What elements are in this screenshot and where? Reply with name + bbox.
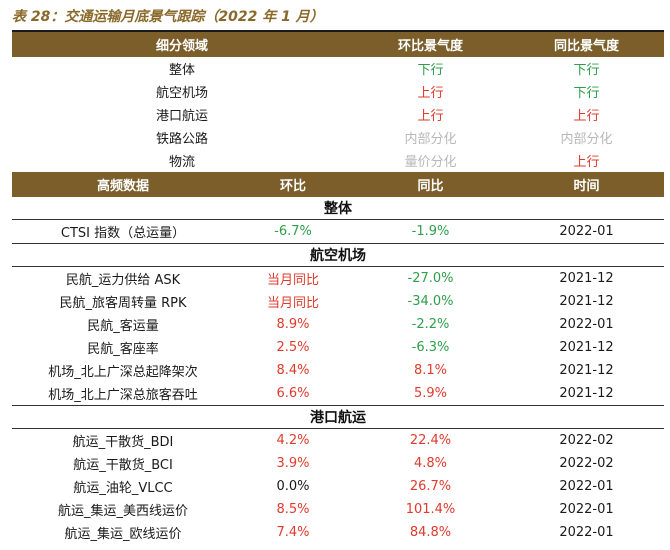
hf-header: 高频数据 环比 同比 时间: [12, 172, 664, 197]
mom-value: 8.4%: [276, 363, 310, 378]
sentiment-row: 物流 量价分化 上行: [12, 149, 664, 172]
date-value: 2022-02: [559, 456, 614, 471]
date-value: 2021-12: [559, 386, 614, 401]
mom-value: -6.7%: [274, 224, 312, 239]
yoy-sentiment: 上行: [573, 109, 600, 124]
table-row: 民航_客座率 2.5% -6.3% 2021-12: [12, 336, 664, 359]
sentiment-row: 铁路公路 内部分化 内部分化: [12, 126, 664, 149]
section-title: 港口航运: [310, 410, 366, 426]
header-date: 时间: [573, 179, 600, 194]
mom-value: 7.4%: [276, 525, 310, 540]
date-value: 2022-01: [559, 525, 614, 540]
mom-value: 8.5%: [276, 502, 310, 517]
table-row: 机场_北上广深总旅客吞吐 6.6% 5.9% 2021-12: [12, 382, 664, 405]
table-row: 航运_集运_美西线运价 8.5% 101.4% 2022-01: [12, 498, 664, 521]
yoy-value: -34.0%: [407, 294, 454, 309]
yoy-sentiment: 内部分化: [560, 132, 613, 147]
mom-value: 2.5%: [276, 340, 310, 355]
yoy-value: 101.4%: [405, 502, 456, 517]
table-row: 机场_北上广深总起降架次 8.4% 8.1% 2021-12: [12, 359, 664, 382]
mom-value: 8.9%: [276, 317, 310, 332]
top-rule: [12, 30, 664, 32]
indicator-name: CTSI 指数（总运量）: [60, 226, 186, 241]
header-yoy: 同比: [417, 179, 444, 194]
header-hf-data: 高频数据: [96, 179, 149, 194]
yoy-value: 8.1%: [413, 363, 448, 378]
date-value: 2021-12: [559, 294, 614, 309]
sentiment-row: 整体 下行 下行: [12, 57, 664, 80]
yoy-value: -6.3%: [411, 340, 450, 355]
header-mom: 环比: [279, 179, 306, 194]
indicator-name: 航运_集运_欧线运价: [64, 527, 182, 542]
segment-name: 港口航运: [155, 109, 208, 124]
section-divider: [12, 405, 664, 406]
date-value: 2022-01: [559, 502, 614, 517]
table-row: 民航_旅客周转量 RPK 当月同比 -34.0% 2021-12: [12, 290, 664, 313]
yoy-sentiment: 下行: [573, 86, 600, 101]
mom-value: 当月同比: [266, 273, 319, 288]
mom-value: 6.6%: [276, 386, 310, 401]
yoy-value: -1.9%: [411, 224, 450, 239]
yoy-value: 84.8%: [409, 525, 452, 540]
date-value: 2022-01: [559, 224, 614, 239]
date-value: 2022-01: [559, 317, 614, 332]
mom-sentiment: 量价分化: [404, 155, 457, 170]
segment-name: 整体: [168, 63, 195, 78]
table-row: 航运_干散货_BCI 3.9% 4.8% 2022-02: [12, 452, 664, 475]
segment-name: 物流: [168, 155, 195, 170]
date-value: 2021-12: [559, 271, 614, 286]
indicator-name: 机场_北上广深总起降架次: [48, 365, 198, 380]
sentiment-row: 航空机场 上行 下行: [12, 80, 664, 103]
date-value: 2021-12: [559, 340, 614, 355]
section-divider: [12, 428, 664, 429]
mom-value: 3.9%: [276, 456, 310, 471]
header-mom-sentiment: 环比景气度: [397, 39, 463, 54]
indicator-name: 航运_油轮_VLCC: [73, 481, 173, 496]
indicator-name: 民航_客运量: [87, 319, 159, 334]
table-row: CTSI 指数（总运量） -6.7% -1.9% 2022-01: [12, 220, 664, 243]
date-value: 2022-02: [559, 433, 614, 448]
indicator-name: 机场_北上广深总旅客吞吐: [48, 388, 198, 403]
date-value: 2021-12: [559, 363, 614, 378]
section-title: 整体: [324, 201, 352, 217]
indicator-name: 航运_干散货_BCI: [73, 458, 173, 473]
table-caption: 表 28：交通运输月底景气跟踪（2022 年 1 月）: [12, 9, 324, 25]
yoy-value: 5.9%: [413, 386, 448, 401]
indicator-name: 航运_集运_美西线运价: [57, 504, 188, 519]
section-divider: [12, 266, 664, 267]
yoy-value: 22.4%: [409, 433, 452, 448]
mom-value: 0.0%: [276, 479, 310, 494]
section-divider: [12, 243, 664, 244]
indicator-name: 航运_干散货_BDI: [72, 435, 174, 450]
mom-value: 当月同比: [266, 296, 319, 311]
mom-sentiment: 上行: [417, 86, 444, 101]
table-row: 航运_集运_欧线运价 7.4% 84.8% 2022-01: [12, 521, 664, 544]
yoy-value: -2.2%: [411, 317, 450, 332]
yoy-value: 26.7%: [409, 479, 452, 494]
sentiment-header: 细分领域 环比景气度 同比景气度: [12, 32, 664, 57]
segment-name: 航空机场: [155, 86, 208, 101]
section-divider: [12, 219, 664, 220]
table-row: 航运_干散货_BDI 4.2% 22.4% 2022-02: [12, 429, 664, 452]
indicator-name: 民航_旅客周转量 RPK: [59, 296, 187, 311]
yoy-sentiment: 上行: [573, 155, 600, 170]
section-title: 航空机场: [310, 248, 366, 264]
header-yoy-sentiment: 同比景气度: [553, 39, 619, 54]
header-segment: 细分领域: [155, 39, 208, 54]
indicator-name: 民航_客座率: [87, 342, 159, 357]
table-row: 民航_运力供给 ASK 当月同比 -27.0% 2021-12: [12, 267, 664, 290]
segment-name: 铁路公路: [155, 132, 208, 147]
mom-sentiment: 内部分化: [404, 132, 457, 147]
sentiment-row: 港口航运 上行 上行: [12, 103, 664, 126]
indicator-name: 民航_运力供给 ASK: [65, 273, 181, 288]
mom-sentiment: 下行: [417, 63, 444, 78]
yoy-value: -27.0%: [407, 271, 454, 286]
yoy-sentiment: 下行: [573, 63, 600, 78]
yoy-value: 4.8%: [413, 456, 448, 471]
table-row: 航运_油轮_VLCC 0.0% 26.7% 2022-01: [12, 475, 664, 498]
mom-sentiment: 上行: [417, 109, 444, 124]
mom-value: 4.2%: [276, 433, 310, 448]
date-value: 2022-01: [559, 479, 614, 494]
table-row: 民航_客运量 8.9% -2.2% 2022-01: [12, 313, 664, 336]
